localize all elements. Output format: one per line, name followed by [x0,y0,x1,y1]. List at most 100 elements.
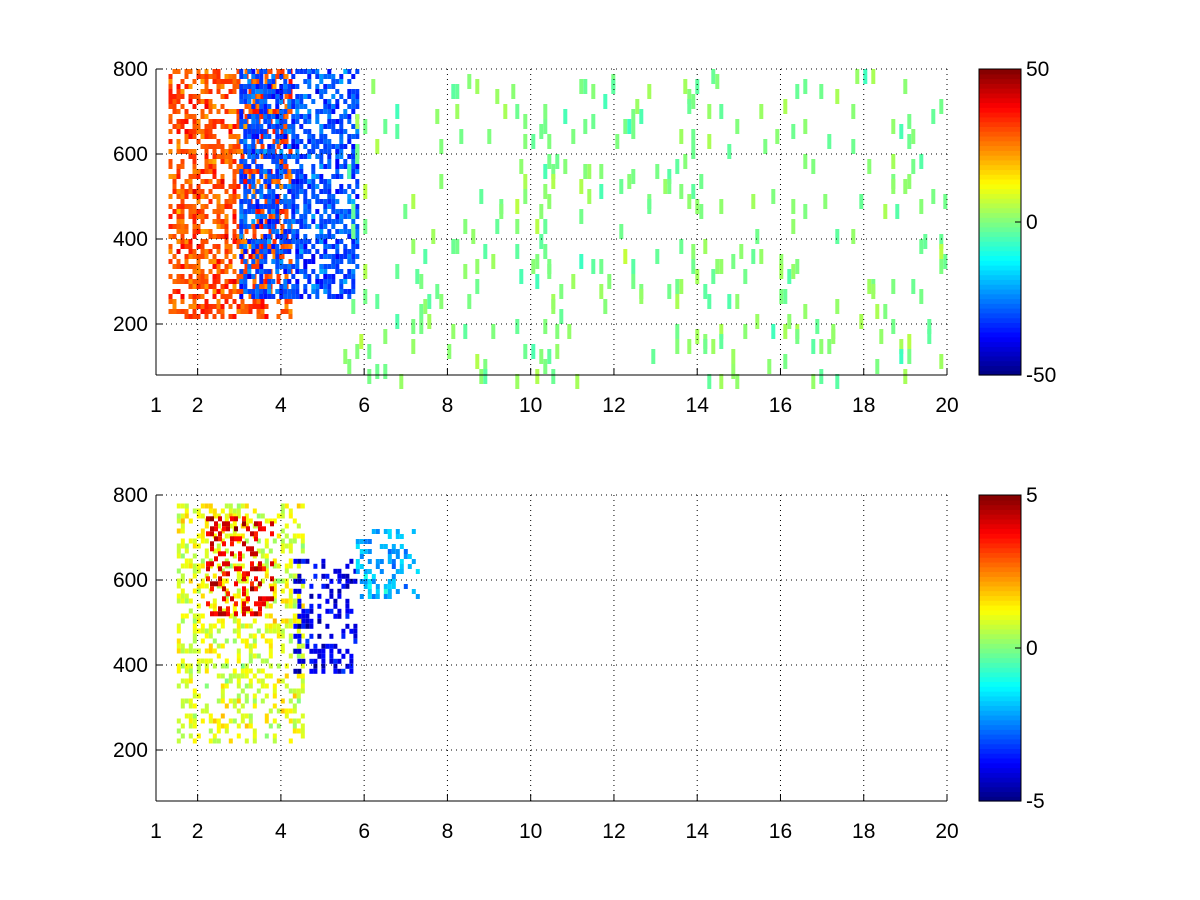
heatmap-cell [345,563,350,569]
heatmap-cell [250,561,254,567]
colorbar-step [979,298,1021,304]
heatmap-cell [323,109,328,114]
heatmap-cell [276,314,281,319]
heatmap-cell [329,648,334,654]
heatmap-cell [403,584,408,589]
heatmap-cell [176,638,181,644]
heatmap-cell [224,513,229,519]
heatmap-cell [859,194,864,209]
heatmap-cell [216,119,221,124]
heatmap-cell [300,723,305,729]
heatmap-cell [327,254,332,259]
heatmap-cell [295,189,300,194]
heatmap-cell [192,309,197,314]
x-tick-label: 1 [150,820,162,843]
heatmap-cell [180,184,185,189]
heatmap-cell [230,536,234,542]
heatmap-cell [275,124,280,129]
heatmap-cell [263,114,268,119]
heatmap-cell [260,668,265,674]
heatmap-cell [220,568,225,574]
heatmap-cell [176,738,181,744]
heatmap-cell [341,633,346,639]
heatmap-cell [212,623,217,629]
heatmap-cell [891,154,896,169]
heatmap-cell [220,698,225,704]
heatmap-cell [184,254,189,259]
heatmap-cell [239,204,244,209]
heatmap-cell [305,608,310,614]
heatmap-cell [579,79,584,94]
heatmap-cell [284,104,289,109]
heatmap-cell [911,279,916,294]
heatmap-cell [188,518,193,524]
heatmap-cell [188,304,193,309]
heatmap-cell [337,658,342,664]
heatmap-cell [267,239,272,244]
heatmap-cell [555,154,560,169]
heatmap-cell [923,234,928,249]
heatmap-cell [327,149,332,154]
heatmap-cell [251,104,256,109]
heatmap-cell [321,668,326,674]
heatmap-cell [192,568,197,574]
colorbar-step [979,710,1021,716]
heatmap-cell [275,234,280,239]
heatmap-cell [335,294,340,299]
heatmap-cell [260,299,265,304]
heatmap-cell [208,284,213,289]
heatmap-cell [783,324,788,339]
heatmap-cell [315,154,320,159]
heatmap-cell [226,611,230,617]
heatmap-cell [208,74,213,79]
heatmap-cell [210,516,214,522]
heatmap-cell [196,214,201,219]
heatmap-cell [751,194,756,209]
heatmap-cell [279,169,284,174]
heatmap-cell [267,269,272,274]
heatmap-cell [246,571,250,577]
heatmap-cell [255,269,260,274]
heatmap-cell [236,563,241,569]
heatmap-cell [315,89,320,94]
heatmap-cell [491,324,496,339]
heatmap-cell [759,104,764,119]
heatmap-cell [283,169,288,174]
heatmap-cell [667,284,672,299]
colorbar-step [979,265,1021,271]
heatmap-cell [228,289,233,294]
heatmap-cell [228,154,233,159]
y-tick-label: 400 [113,228,148,251]
heatmap-cell [355,104,360,109]
heatmap-cell [196,99,201,104]
heatmap-cell [327,204,332,209]
heatmap-cell [222,561,226,567]
heatmap-cell [775,129,780,144]
heatmap-cell [275,164,280,169]
heatmap-cell [196,304,201,309]
heatmap-cell [309,633,314,639]
heatmap-cell [238,551,242,557]
heatmap-cell [271,199,276,204]
heatmap-cell [244,269,249,274]
heatmap-cell [247,204,252,209]
heatmap-cell [244,623,249,629]
heatmap-cell [236,573,241,579]
colorbar-step [979,279,1021,285]
heatmap-cell [279,259,284,264]
heatmap-cell [315,279,320,284]
heatmap-cell [551,299,556,314]
heatmap-cell [259,129,264,134]
heatmap-cell [359,539,364,544]
heatmap-cell [311,149,316,154]
heatmap-cell [216,628,221,634]
heatmap-cell [247,69,252,74]
heatmap-cell [343,159,348,164]
heatmap-cell [188,698,193,704]
heatmap-cell [407,554,412,559]
heatmap-cell [259,289,264,294]
heatmap-cell [279,109,284,114]
heatmap-cell [303,259,308,264]
heatmap-cell [244,104,249,109]
heatmap-cell [243,129,248,134]
